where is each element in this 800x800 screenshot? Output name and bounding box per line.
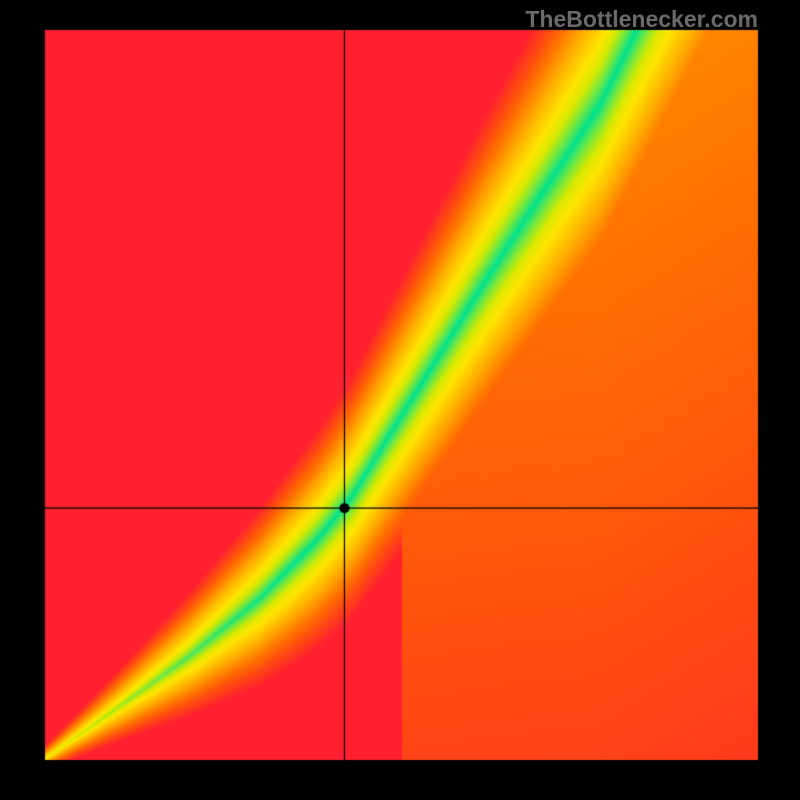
bottleneck-heatmap <box>0 0 800 800</box>
watermark-label: TheBottlenecker.com <box>525 6 758 33</box>
